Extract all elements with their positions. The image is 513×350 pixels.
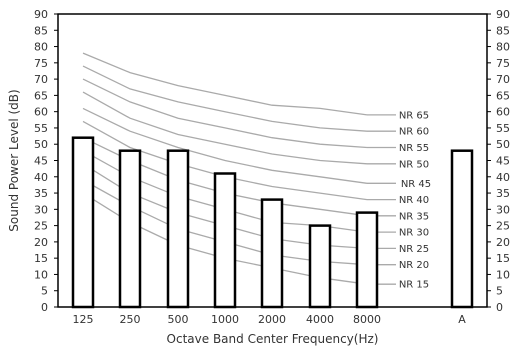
- x-tick-label: 8000: [353, 313, 381, 326]
- y-tick-label: 50: [34, 138, 48, 151]
- nr-label: NR 45: [401, 179, 431, 190]
- nr-label: NR 15: [399, 280, 429, 291]
- nr-curve-nr45: [82, 107, 368, 184]
- y-tick-label-right: 35: [496, 187, 510, 200]
- y-tick-label-right: 40: [496, 171, 510, 184]
- bars: [71, 136, 474, 309]
- y-tick-label: 60: [34, 106, 48, 119]
- bar-250: [118, 149, 142, 309]
- y-tick-label: 10: [34, 268, 48, 281]
- y-tick-label: 5: [41, 285, 48, 298]
- y-tick-label: 25: [34, 220, 48, 233]
- y-tick-label: 45: [34, 155, 48, 168]
- y-axis-title: Sound Power Level (dB): [7, 89, 21, 231]
- bar-8000: [355, 211, 379, 309]
- bar-125: [71, 136, 95, 309]
- nr-curve-nr60: [82, 65, 368, 132]
- bar-500: [166, 149, 190, 309]
- x-tick-label: 2000: [258, 313, 286, 326]
- nr-label: NR 40: [399, 195, 429, 206]
- x-tick-label: A: [458, 313, 466, 326]
- nr-label: NR 55: [399, 143, 429, 154]
- nr-label: NR 50: [399, 159, 429, 170]
- y-tick-label-right: 5: [496, 285, 503, 298]
- y-tick-label-right: 60: [496, 106, 510, 119]
- y-tick-label-right: 80: [496, 41, 510, 54]
- y-tick-label-right: 65: [496, 89, 510, 102]
- y-tick-label: 35: [34, 187, 48, 200]
- y-tick-label: 55: [34, 122, 48, 135]
- y-tick-label: 20: [34, 236, 48, 249]
- y-tick-label-right: 0: [496, 301, 503, 314]
- y-tick-label-right: 45: [496, 155, 510, 168]
- bar-A: [450, 149, 474, 309]
- nr-label: NR 20: [399, 260, 429, 271]
- x-tick-label: 250: [120, 313, 141, 326]
- nr-label: NR 30: [399, 228, 429, 239]
- y-tick-label-right: 10: [496, 268, 510, 281]
- y-tick-label-right: 90: [496, 8, 510, 21]
- y-tick-label: 90: [34, 8, 48, 21]
- nr-label: NR 25: [399, 244, 429, 255]
- y-tick-label-right: 55: [496, 122, 510, 135]
- y-tick-label-right: 15: [496, 252, 510, 265]
- y-tick-label: 75: [34, 57, 48, 70]
- y-tick-label: 0: [41, 301, 48, 314]
- x-tick-label: 4000: [306, 313, 334, 326]
- nr-curve-nr50: [82, 91, 368, 165]
- nr-curve-nr65: [82, 52, 368, 116]
- bar-4000: [308, 224, 332, 309]
- y-tick-label-right: 20: [496, 236, 510, 249]
- nr-label: NR 35: [399, 211, 429, 222]
- y-tick-label-right: 50: [496, 138, 510, 151]
- y-tick-label: 85: [34, 24, 48, 37]
- x-axis-title: Octave Band Center Frequency(Hz): [167, 332, 379, 346]
- y-tick-label: 40: [34, 171, 48, 184]
- x-tick-label: 1000: [211, 313, 239, 326]
- y-tick-label-right: 75: [496, 57, 510, 70]
- nr-label: NR 65: [399, 110, 429, 121]
- x-axis: 125 250 500 1000 2000 4000 8000 A: [73, 313, 467, 326]
- y-tick-label-right: 30: [496, 203, 510, 216]
- nr-label: NR 60: [399, 127, 429, 138]
- y-axis-left: 0 5 10 15 20 25 30 35 40 45 50 55 60 65 70 75 80 85 90: [34, 8, 58, 314]
- y-tick-label: 30: [34, 203, 48, 216]
- y-axis-right: 0 5 10 15 20 25 30 35 40 45 50 55 60 65 70 75 80 85 90: [487, 8, 510, 314]
- y-tick-label-right: 85: [496, 24, 510, 37]
- y-tick-label: 65: [34, 89, 48, 102]
- nr-curve-nr55: [82, 78, 368, 149]
- bar-2000: [260, 198, 284, 309]
- y-tick-label: 15: [34, 252, 48, 265]
- x-tick-label: 125: [73, 313, 94, 326]
- nr-curve-labels: NR 65 NR 60 NR 55 NR 50 NR 45 NR 40 NR 35 NR 30…: [399, 110, 431, 290]
- y-tick-label: 80: [34, 41, 48, 54]
- y-tick-label-right: 25: [496, 220, 510, 233]
- x-tick-label: 500: [168, 313, 189, 326]
- bar-1000: [213, 172, 237, 309]
- y-tick-label-right: 70: [496, 73, 510, 86]
- y-tick-label: 70: [34, 73, 48, 86]
